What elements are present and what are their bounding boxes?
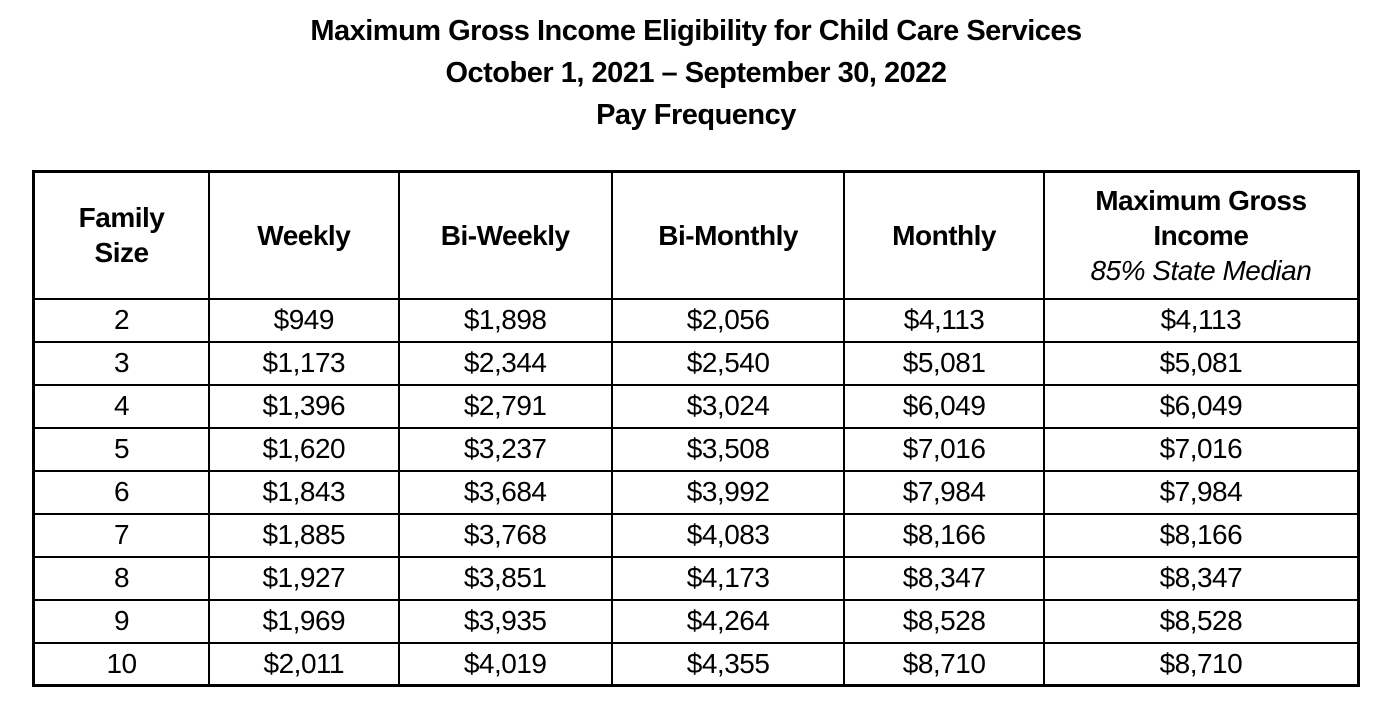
table-row: 3 $1,173 $2,344 $2,540 $5,081 $5,081	[32, 340, 1360, 386]
table-row: 10 $2,011 $4,019 $4,355 $8,710 $8,710	[32, 641, 1360, 687]
table-row: 8 $1,927 $3,851 $4,173 $8,347 $8,347	[32, 555, 1360, 601]
cell-amount: $4,019	[397, 641, 613, 687]
table-row: 2 $949 $1,898 $2,056 $4,113 $4,113	[32, 297, 1360, 343]
cell-family-size: 8	[32, 555, 211, 601]
cell-amount: $3,851	[397, 555, 613, 601]
cell-amount: $8,166	[843, 512, 1045, 558]
table-row: 6 $1,843 $3,684 $3,992 $7,984 $7,984	[32, 469, 1360, 515]
cell-amount: $1,173	[208, 340, 400, 386]
table-header-row: Family Size Weekly Bi-Weekly Bi-Monthly …	[32, 170, 1360, 300]
cell-amount: $4,264	[610, 598, 846, 644]
column-header-bi-weekly: Bi-Weekly	[397, 170, 613, 300]
table-body: 2 $949 $1,898 $2,056 $4,113 $4,113 3 $1,173 $2,3…	[32, 297, 1360, 687]
cell-amount: $8,710	[1042, 641, 1360, 687]
column-header-monthly: Monthly	[843, 170, 1045, 300]
title-line-main: Maximum Gross Income Eligibility for Chi…	[310, 15, 1082, 47]
cell-amount: $2,540	[610, 340, 846, 386]
cell-amount: $3,935	[397, 598, 613, 644]
cell-amount: $7,016	[843, 426, 1045, 472]
cell-amount: $2,011	[208, 641, 400, 687]
cell-amount: $8,528	[1042, 598, 1360, 644]
cell-amount: $2,791	[397, 383, 613, 429]
cell-amount: $7,016	[1042, 426, 1360, 472]
cell-amount: $4,113	[1042, 297, 1360, 343]
table-row: 7 $1,885 $3,768 $4,083 $8,166 $8,166	[32, 512, 1360, 558]
cell-family-size: 10	[32, 641, 211, 687]
cell-amount: $4,355	[610, 641, 846, 687]
cell-amount: $1,898	[397, 297, 613, 343]
cell-amount: $5,081	[843, 340, 1045, 386]
cell-amount: $3,684	[397, 469, 613, 515]
cell-amount: $2,344	[397, 340, 613, 386]
cell-family-size: 9	[32, 598, 211, 644]
title-line-pay-frequency: Pay Frequency	[596, 99, 796, 131]
cell-family-size: 2	[32, 297, 211, 343]
cell-amount: $4,083	[610, 512, 846, 558]
income-eligibility-table: Family Size Weekly Bi-Weekly Bi-Monthly …	[32, 170, 1360, 687]
table-row: 4 $1,396 $2,791 $3,024 $6,049 $6,049	[32, 383, 1360, 429]
cell-amount: $8,710	[843, 641, 1045, 687]
cell-amount: $7,984	[843, 469, 1045, 515]
cell-amount: $6,049	[843, 383, 1045, 429]
cell-family-size: 6	[32, 469, 211, 515]
table-row: 5 $1,620 $3,237 $3,508 $7,016 $7,016	[32, 426, 1360, 472]
cell-amount: $1,969	[208, 598, 400, 644]
cell-amount: $1,927	[208, 555, 400, 601]
table-row: 9 $1,969 $3,935 $4,264 $8,528 $8,528	[32, 598, 1360, 644]
cell-amount: $3,237	[397, 426, 613, 472]
column-header-family-size: Family Size	[32, 170, 211, 300]
column-header-maximum-gross-income: Maximum Gross Income 85% State Median	[1042, 170, 1360, 300]
cell-amount: $6,049	[1042, 383, 1360, 429]
cell-amount: $3,992	[610, 469, 846, 515]
cell-amount: $3,024	[610, 383, 846, 429]
cell-amount: $2,056	[610, 297, 846, 343]
cell-amount: $1,620	[208, 426, 400, 472]
cell-amount: $949	[208, 297, 400, 343]
cell-amount: $8,166	[1042, 512, 1360, 558]
title-line-date-range: October 1, 2021 – September 30, 2022	[445, 57, 947, 89]
cell-family-size: 7	[32, 512, 211, 558]
cell-amount: $8,528	[843, 598, 1045, 644]
table-header: Family Size Weekly Bi-Weekly Bi-Monthly …	[32, 170, 1360, 300]
cell-amount: $3,768	[397, 512, 613, 558]
cell-amount: $7,984	[1042, 469, 1360, 515]
column-header-weekly: Weekly	[208, 170, 400, 300]
cell-amount: $8,347	[1042, 555, 1360, 601]
cell-amount: $4,113	[843, 297, 1045, 343]
cell-amount: $3,508	[610, 426, 846, 472]
cell-family-size: 5	[32, 426, 211, 472]
cell-amount: $1,843	[208, 469, 400, 515]
column-subheader-state-median: 85% State Median	[1090, 254, 1312, 286]
document-title-block: Maximum Gross Income Eligibility for Chi…	[0, 10, 1392, 136]
cell-family-size: 3	[32, 340, 211, 386]
cell-amount: $8,347	[843, 555, 1045, 601]
cell-amount: $5,081	[1042, 340, 1360, 386]
cell-family-size: 4	[32, 383, 211, 429]
cell-amount: $1,396	[208, 383, 400, 429]
cell-amount: $4,173	[610, 555, 846, 601]
column-header-bi-monthly: Bi-Monthly	[610, 170, 846, 300]
cell-amount: $1,885	[208, 512, 400, 558]
